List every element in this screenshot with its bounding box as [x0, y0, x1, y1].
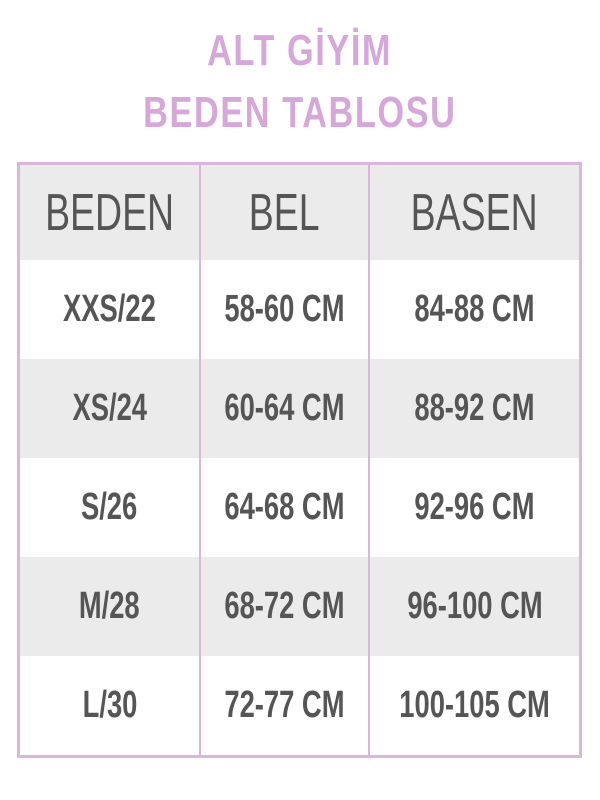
table-header-row: BEDEN BEL BASEN	[17, 163, 582, 260]
table-row: M/28 68-72 CM 96-100 CM	[17, 557, 582, 656]
header-cell: BASEN	[368, 163, 582, 260]
cell-text: 88-92 CM	[414, 387, 535, 429]
table-cell: 92-96 CM	[368, 458, 582, 557]
cell-text: S/26	[81, 486, 138, 528]
table-cell: XS/24	[17, 359, 202, 458]
title-text: ALT GİYİM	[207, 26, 393, 75]
header-text: BEL	[249, 183, 320, 242]
table-cell: 64-68 CM	[199, 458, 370, 557]
table-cell: 72-77 CM	[199, 656, 370, 757]
table-cell: 60-64 CM	[199, 359, 370, 458]
table-cell: 58-60 CM	[199, 260, 370, 359]
cell-text: 100-105 CM	[399, 684, 550, 726]
title-text: BEDEN TABLOSU	[143, 88, 457, 137]
title-line-2: BEDEN TABLOSU	[0, 88, 600, 138]
table-cell: XXS/22	[17, 260, 202, 359]
table-cell: 84-88 CM	[368, 260, 582, 359]
table-row: S/26 64-68 CM 92-96 CM	[17, 458, 582, 557]
table-cell: M/28	[17, 557, 202, 656]
table-cell: 96-100 CM	[368, 557, 582, 656]
header-cell: BEDEN	[17, 163, 202, 260]
cell-text: 68-72 CM	[224, 585, 345, 627]
table-row: L/30 72-77 CM 100-105 CM	[17, 656, 582, 757]
table-row: XS/24 60-64 CM 88-92 CM	[17, 359, 582, 458]
cell-text: 72-77 CM	[224, 684, 345, 726]
cell-text: 64-68 CM	[224, 486, 345, 528]
header-text: BASEN	[411, 183, 539, 242]
cell-text: 96-100 CM	[406, 585, 543, 627]
cell-text: XS/24	[72, 387, 147, 429]
table-cell: L/30	[17, 656, 202, 757]
cell-text: XXS/22	[63, 288, 156, 330]
header-text: BEDEN	[45, 183, 175, 242]
title-line-1: ALT GİYİM	[0, 26, 600, 76]
table-cell: 88-92 CM	[368, 359, 582, 458]
table-cell: S/26	[17, 458, 202, 557]
size-table: BEDEN BEL BASEN XXS/22 58-60 CM 84-88 CM…	[17, 162, 583, 758]
cell-text: L/30	[82, 684, 137, 726]
cell-text: 58-60 CM	[224, 288, 345, 330]
cell-text: 84-88 CM	[414, 288, 535, 330]
cell-text: M/28	[79, 585, 140, 627]
cell-text: 92-96 CM	[414, 486, 535, 528]
table-cell: 100-105 CM	[368, 656, 582, 757]
table-cell: 68-72 CM	[199, 557, 370, 656]
cell-text: 60-64 CM	[224, 387, 345, 429]
table-row: XXS/22 58-60 CM 84-88 CM	[17, 260, 582, 359]
header-cell: BEL	[199, 163, 370, 260]
